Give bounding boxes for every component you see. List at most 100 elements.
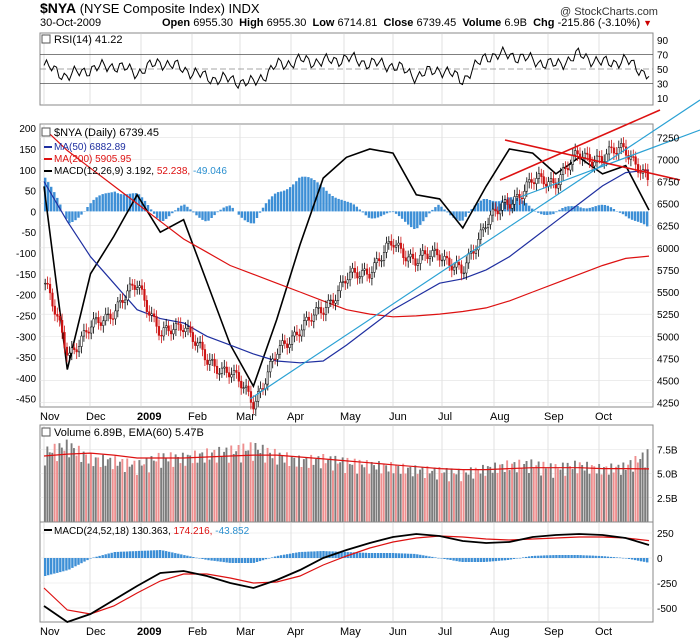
price-bar-body bbox=[431, 250, 434, 258]
macd-hist-bar bbox=[89, 203, 92, 212]
price-bar-body bbox=[80, 335, 83, 347]
macd2-hist-bar bbox=[512, 558, 516, 559]
macd-hist-bar bbox=[337, 198, 340, 212]
volume-bar bbox=[247, 450, 250, 522]
price-bar-body bbox=[593, 161, 596, 167]
price-bar-body bbox=[288, 344, 291, 348]
trendline-support bbox=[249, 99, 700, 400]
macd2-hist-bar bbox=[116, 551, 119, 558]
price-bar-body bbox=[51, 292, 54, 307]
volume-bar bbox=[523, 464, 526, 522]
price-bar-body bbox=[460, 264, 463, 274]
macd2-hist-bar bbox=[352, 552, 355, 558]
price-bar-body bbox=[186, 326, 190, 329]
macd2-hist-bar bbox=[249, 558, 253, 563]
macd2-hist-bar bbox=[298, 552, 301, 558]
volume-bar bbox=[578, 462, 581, 522]
macd2-hist-bar bbox=[267, 558, 271, 559]
macd-hist-bar bbox=[301, 176, 304, 212]
price-bar-body bbox=[169, 330, 173, 335]
price-frame bbox=[39, 123, 654, 408]
macd2-hist-bar bbox=[183, 555, 186, 558]
ma200-line bbox=[43, 127, 650, 318]
price-bar-body bbox=[395, 244, 398, 248]
macd-hist-bar bbox=[540, 211, 543, 215]
macd2-hist-bar bbox=[80, 558, 83, 564]
price-bar-body bbox=[63, 332, 66, 348]
volume-bar bbox=[211, 452, 213, 522]
volume-bar bbox=[532, 467, 535, 522]
price-bar-body bbox=[58, 315, 61, 321]
price-bar-body bbox=[440, 259, 444, 262]
price-bar-body bbox=[329, 299, 332, 302]
macd-tick-label: 100 bbox=[19, 166, 36, 177]
macd2-label: MACD(24,52,18) 130.363, 174.216, -43.852 bbox=[54, 526, 250, 537]
macd-hist-bar bbox=[413, 211, 416, 229]
rsi-panel: 90 70 50 30 10 RSI(14) 41.22 bbox=[39, 32, 669, 106]
volume-bar bbox=[225, 447, 228, 522]
macd2-hist-bar bbox=[68, 558, 71, 570]
month-label: Dec bbox=[86, 411, 106, 423]
volume-toggle-icon[interactable] bbox=[41, 427, 51, 437]
volume-bar bbox=[336, 463, 339, 522]
price-bar-body bbox=[121, 300, 124, 303]
macd2-hist-bar bbox=[600, 556, 603, 558]
volume-bar bbox=[174, 454, 177, 522]
volume-bar bbox=[327, 459, 329, 522]
price-bar-body bbox=[290, 335, 294, 345]
volume-bar bbox=[157, 452, 160, 522]
price-bar-body bbox=[136, 287, 139, 290]
volume-bar bbox=[586, 461, 588, 522]
macd-hist-bar bbox=[286, 189, 289, 212]
macd2-hist-bar bbox=[564, 555, 567, 558]
volume-bar bbox=[252, 460, 254, 522]
macd-hist-bar bbox=[74, 211, 77, 221]
volume-bar bbox=[227, 462, 230, 522]
price-bar-body bbox=[477, 239, 480, 251]
price-bar-body bbox=[232, 370, 236, 375]
volume-bar bbox=[455, 474, 458, 522]
chg-label: Chg bbox=[533, 17, 555, 29]
macd2-hist-bar bbox=[612, 557, 616, 558]
volume-bar bbox=[549, 463, 552, 522]
price-bar-body bbox=[370, 272, 374, 279]
price-bar-body bbox=[114, 310, 117, 320]
price-bar-body bbox=[145, 300, 148, 312]
macd-hist-bar bbox=[585, 208, 588, 212]
price-bar-body bbox=[499, 209, 502, 215]
macd2-hist-bar bbox=[44, 558, 47, 576]
macd2-hist-bar bbox=[534, 555, 537, 558]
volume-bar bbox=[329, 456, 332, 522]
volume-bar bbox=[70, 443, 73, 522]
price-bar-body bbox=[230, 374, 233, 378]
volume-bar bbox=[162, 453, 165, 522]
volume-bar bbox=[445, 468, 448, 522]
macd-hist-bar bbox=[80, 211, 83, 215]
volume-bar bbox=[215, 462, 218, 522]
macd-hist-bar bbox=[252, 211, 256, 224]
price-bar-body bbox=[399, 242, 403, 249]
price-bar-body bbox=[196, 342, 199, 346]
macd-hist-bar bbox=[594, 206, 597, 212]
volume-bar bbox=[206, 448, 208, 522]
macd-hist-bar bbox=[497, 201, 501, 212]
volume-bar bbox=[404, 473, 407, 522]
legend-toggle-icon[interactable] bbox=[41, 127, 51, 137]
macd-hist-bar bbox=[543, 211, 546, 215]
volume-bar bbox=[639, 459, 642, 522]
macd2-hist-bar bbox=[137, 550, 141, 558]
volume-bar bbox=[223, 451, 225, 522]
month-label: Nov bbox=[40, 626, 60, 638]
price-bar-body bbox=[620, 143, 623, 148]
volume-bar bbox=[632, 471, 634, 522]
rsi-toggle-icon[interactable] bbox=[41, 34, 51, 44]
volume-bar bbox=[315, 458, 317, 522]
price-bar-body bbox=[353, 267, 357, 273]
price-bar-body bbox=[211, 359, 214, 361]
month-label: May bbox=[340, 626, 361, 638]
macd-tick-label: -50 bbox=[22, 228, 37, 239]
macd2-hist-bar bbox=[518, 557, 522, 559]
volume-bar bbox=[535, 465, 538, 522]
macd-hist-bar bbox=[198, 211, 201, 218]
volume-bar bbox=[152, 460, 155, 522]
